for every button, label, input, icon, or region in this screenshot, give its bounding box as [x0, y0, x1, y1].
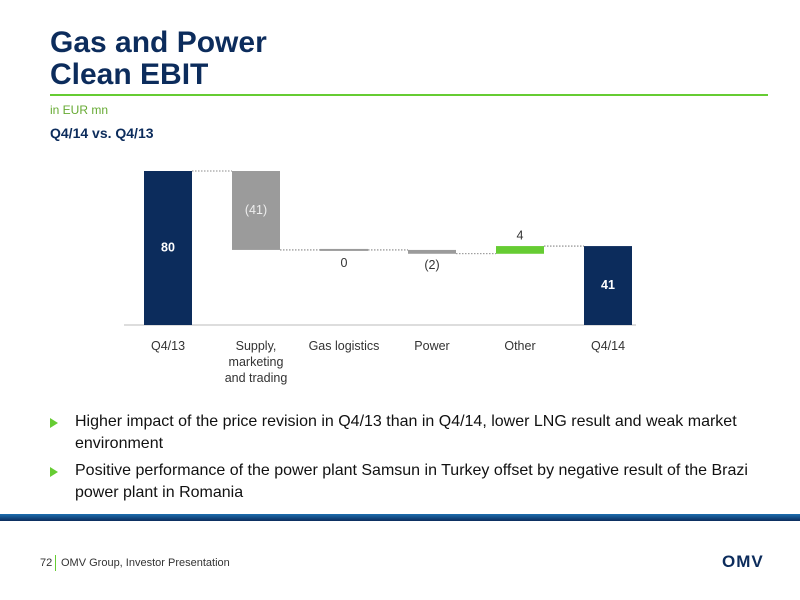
x-tick-label: Gas logistics [308, 339, 380, 353]
bullet: Positive performance of the power plant … [75, 462, 748, 501]
bullet-marker [50, 467, 58, 477]
value-label: 0 [341, 256, 348, 270]
x-tick-label: Supply, marketing and trading [224, 339, 288, 385]
chart: 80 (41) 0 (2) 4 41 [124, 170, 636, 326]
logo: OMV [722, 552, 764, 571]
bar [496, 246, 544, 254]
value-label: (2) [424, 258, 439, 272]
band [0, 514, 800, 521]
x-tick-label: Other [504, 339, 536, 353]
unit: in EUR mn [50, 103, 109, 117]
value-label: 80 [161, 240, 175, 254]
x-tick-label: Q4/14 [590, 339, 626, 353]
value-label: 4 [517, 228, 524, 242]
bar [144, 171, 192, 325]
title: Gas and Power [50, 26, 267, 59]
title: Clean EBIT [50, 58, 209, 91]
value-label: 41 [601, 278, 615, 292]
bar [584, 246, 632, 325]
footer-text: OMV Group, Investor Presentation [61, 557, 230, 569]
bullet: Higher impact of the price revision in Q… [75, 413, 737, 452]
separator [55, 555, 56, 571]
subtitle: Q4/14 vs. Q4/13 [50, 125, 154, 141]
bar [232, 171, 280, 250]
rule [50, 94, 768, 96]
bar [408, 249, 456, 254]
page-number: 72 [40, 557, 53, 569]
x-tick-label: Q4/13 [150, 339, 186, 353]
x-tick-label: Power [414, 339, 450, 353]
bar [320, 248, 368, 251]
value-label: (41) [245, 203, 267, 217]
bullet-marker [50, 418, 58, 428]
